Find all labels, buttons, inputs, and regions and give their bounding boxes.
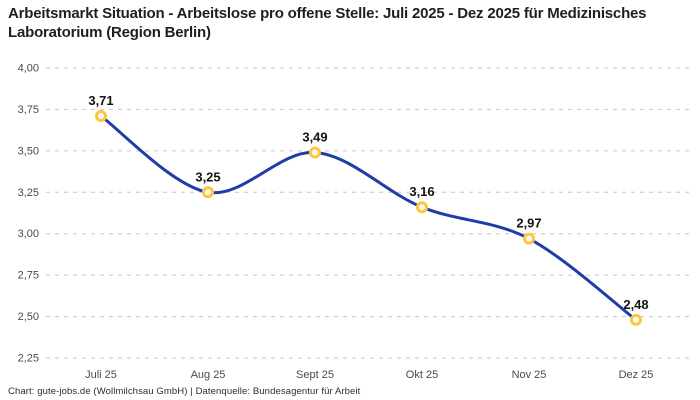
line-chart: 4,00 3,75 3,50 3,25 3,00 2,75 2,50 2,25 Juli 25 A… bbox=[18, 63, 692, 381]
y-axis-tick-label: 3,50 bbox=[18, 145, 39, 157]
y-axis-tick-label: 2,25 bbox=[18, 353, 39, 365]
y-axis-tick-label: 3,75 bbox=[18, 104, 39, 116]
data-point-label: 3,49 bbox=[302, 130, 327, 145]
line-series bbox=[99, 114, 638, 322]
y-axis-tick-label: 4,00 bbox=[18, 63, 39, 75]
data-point-marker bbox=[202, 186, 214, 199]
data-point-marker bbox=[630, 313, 642, 326]
x-axis-tick-label: Sept 25 bbox=[296, 369, 334, 381]
data-point-marker bbox=[523, 232, 535, 245]
y-axis-tick-label: 3,25 bbox=[18, 187, 39, 199]
x-axis-tick-label: Juli 25 bbox=[85, 369, 117, 381]
y-axis-tick-label: 3,00 bbox=[18, 228, 39, 240]
chart-title: Arbeitsmarkt Situation - Arbeitslose pro… bbox=[8, 5, 647, 41]
data-point-marker bbox=[309, 146, 321, 159]
y-axis-tick-label: 2,75 bbox=[18, 270, 39, 282]
data-point-label: 2,97 bbox=[516, 216, 541, 231]
data-point-marker bbox=[95, 110, 107, 123]
data-point-marker bbox=[416, 201, 428, 214]
x-axis-tick-label: Aug 25 bbox=[191, 369, 226, 381]
x-axis-tick-label: Dez 25 bbox=[619, 369, 654, 381]
chart-attribution: Chart: gute-jobs.de (Wollmilchsau GmbH) … bbox=[8, 386, 361, 397]
data-point-label: 2,48 bbox=[623, 297, 648, 312]
data-point-label: 3,25 bbox=[195, 169, 220, 184]
data-point-label: 3,16 bbox=[409, 184, 434, 199]
data-point-label: 3,71 bbox=[88, 93, 113, 108]
x-axis-tick-label: Nov 25 bbox=[512, 369, 547, 381]
y-axis-tick-label: 2,50 bbox=[18, 311, 39, 323]
x-axis-tick-label: Okt 25 bbox=[406, 369, 438, 381]
